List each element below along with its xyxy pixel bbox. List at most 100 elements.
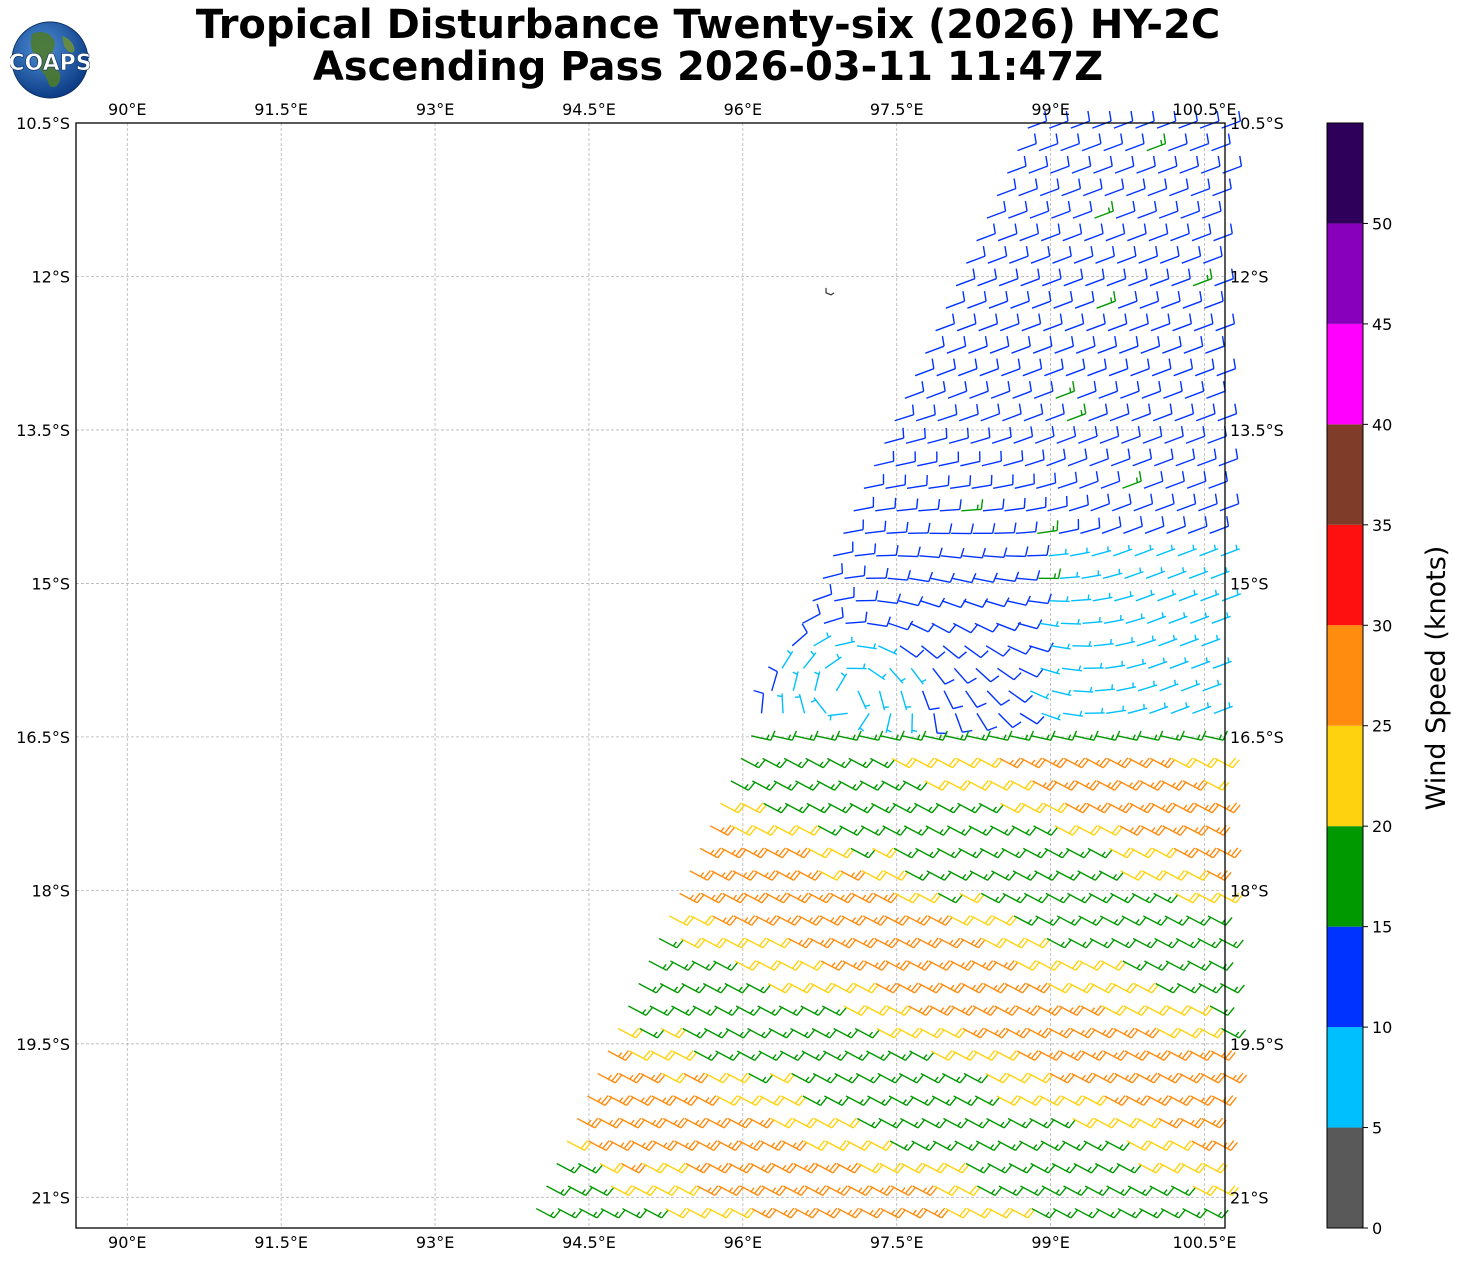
wind-barb xyxy=(718,1185,744,1197)
wind-barb xyxy=(671,1005,697,1016)
wind-barb xyxy=(1015,521,1038,534)
wind-barb xyxy=(1118,780,1144,791)
wind-barb xyxy=(884,915,910,926)
wind-barb xyxy=(1120,381,1140,399)
wind-barb xyxy=(771,1162,797,1174)
wind-barb xyxy=(929,1005,955,1016)
wind-barb xyxy=(902,780,928,791)
wind-barb xyxy=(1113,1027,1139,1039)
wind-barb xyxy=(693,1050,719,1061)
wind-barb xyxy=(892,802,918,814)
wind-barb xyxy=(1017,619,1043,630)
wind-barb xyxy=(835,636,855,647)
wind-barb xyxy=(1106,1185,1132,1197)
wind-barb xyxy=(953,1095,979,1106)
wind-barb xyxy=(848,757,874,769)
wind-barb xyxy=(878,645,898,655)
wind-barb xyxy=(1146,133,1167,152)
wind-barb xyxy=(956,313,977,332)
wind-barb xyxy=(702,982,728,994)
wind-barb xyxy=(641,1117,667,1129)
wind-barb xyxy=(768,1027,794,1039)
wind-barb xyxy=(1203,245,1223,264)
wind-barb xyxy=(802,603,821,624)
wind-barb xyxy=(965,1162,991,1174)
wind-barb xyxy=(692,1005,718,1016)
wind-barb xyxy=(1047,982,1073,994)
wind-barb xyxy=(791,1072,817,1084)
wind-barb xyxy=(868,1140,894,1152)
wind-barb xyxy=(753,689,765,714)
wind-barb xyxy=(917,451,938,467)
colorbar-bin xyxy=(1327,826,1363,927)
wind-barb xyxy=(925,336,945,354)
wind-barb xyxy=(1129,313,1149,332)
figure-title: Tropical Disturbance Twenty-six (2026) H… xyxy=(150,4,1266,88)
wind-barb xyxy=(959,892,985,904)
wind-barb xyxy=(956,757,982,769)
wind-barb xyxy=(961,499,984,512)
wind-barb xyxy=(945,780,971,791)
wind-barb xyxy=(1122,471,1142,489)
wind-barb xyxy=(1008,200,1028,219)
wind-barb xyxy=(812,583,833,602)
wind-barb xyxy=(900,690,911,711)
wind-barb xyxy=(1009,730,1035,741)
wind-barb xyxy=(846,1140,872,1152)
wind-barb xyxy=(1043,313,1063,332)
wind-barb xyxy=(1115,637,1136,647)
wind-barb xyxy=(820,960,846,971)
wind-barb xyxy=(887,570,912,581)
wind-barb xyxy=(1126,1140,1152,1152)
wind-barb xyxy=(1078,426,1098,444)
wind-barb xyxy=(813,1117,839,1129)
wind-barb xyxy=(1063,710,1084,717)
wind-barb xyxy=(1008,1162,1034,1174)
wind-barb xyxy=(1126,178,1146,197)
wind-barb xyxy=(1170,1185,1196,1197)
wind-barb xyxy=(895,937,921,949)
wind-barb xyxy=(1012,870,1038,881)
wind-barb xyxy=(1211,612,1231,624)
wind-barb xyxy=(1104,178,1125,197)
wind-barb xyxy=(814,671,821,692)
wind-barb xyxy=(1160,1207,1186,1219)
wind-barb xyxy=(1141,381,1162,399)
wind-barb xyxy=(974,1095,1000,1106)
wind-barb xyxy=(1018,667,1044,678)
wind-barb xyxy=(1017,1095,1043,1106)
wind-barb xyxy=(721,847,747,859)
wind-barb xyxy=(1125,613,1146,624)
wind-barb xyxy=(884,427,905,444)
wind-barb xyxy=(1053,290,1073,309)
wind-barb xyxy=(1052,1207,1078,1219)
wind-barb xyxy=(851,892,877,904)
wind-barb xyxy=(1022,847,1048,859)
wind-barb xyxy=(904,870,930,881)
wind-barb xyxy=(959,403,979,422)
lat-tick-label-left: 12°S xyxy=(31,267,70,286)
title-line-1: Tropical Disturbance Twenty-six (2026) H… xyxy=(195,2,1221,48)
wind-barb xyxy=(1161,290,1181,309)
wind-barb xyxy=(1015,1005,1041,1016)
wind-barb xyxy=(881,780,907,791)
wind-barb xyxy=(1166,516,1187,534)
wind-barb xyxy=(1048,548,1069,557)
wind-barb xyxy=(974,622,1000,633)
wind-barb xyxy=(1006,1072,1032,1084)
wind-barb xyxy=(964,1117,990,1129)
wind-barb xyxy=(1109,847,1135,859)
wind-barb xyxy=(936,358,957,377)
wind-barb xyxy=(1075,336,1096,354)
lon-tick-label-bottom: 99°E xyxy=(1031,1233,1069,1252)
wind-barb xyxy=(952,1050,978,1061)
wind-barb xyxy=(664,1162,690,1174)
wind-barb xyxy=(896,498,919,512)
wind-barb xyxy=(696,1185,722,1197)
wind-barbs xyxy=(535,110,1248,1219)
wind-barb xyxy=(1154,937,1180,949)
wind-barb xyxy=(1202,679,1222,692)
wind-barb xyxy=(799,960,825,971)
wind-barb xyxy=(852,937,878,949)
